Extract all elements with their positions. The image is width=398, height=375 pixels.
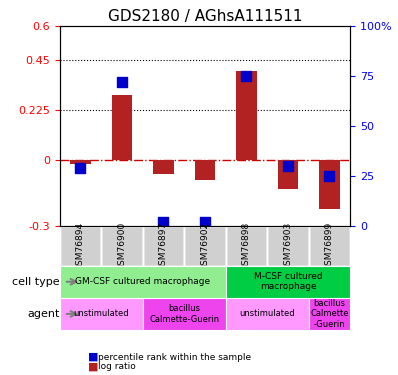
Text: agent: agent [27,309,60,319]
Text: GSM76903: GSM76903 [283,221,293,271]
Title: GDS2180 / AGhsA111511: GDS2180 / AGhsA111511 [108,9,302,24]
FancyBboxPatch shape [226,298,309,330]
Text: GSM76902: GSM76902 [201,222,209,271]
FancyBboxPatch shape [60,266,226,298]
Text: ■: ■ [88,361,98,371]
FancyBboxPatch shape [184,226,226,266]
Point [160,219,167,225]
FancyBboxPatch shape [226,226,267,266]
Bar [195,160,215,180]
Bar [153,160,174,174]
Text: unstimulated: unstimulated [73,309,129,318]
Point [285,164,291,170]
FancyBboxPatch shape [143,298,226,330]
Point [77,165,84,171]
Text: GSM76894: GSM76894 [76,222,85,271]
FancyBboxPatch shape [60,298,143,330]
Bar [319,160,340,209]
Text: GM-CSF cultured macrophage: GM-CSF cultured macrophage [75,277,210,286]
Text: GSM76897: GSM76897 [159,221,168,271]
Text: GSM76899: GSM76899 [325,221,334,271]
Point [119,79,125,85]
Text: percentile rank within the sample: percentile rank within the sample [98,353,251,362]
Bar [70,160,91,164]
Text: GSM76898: GSM76898 [242,221,251,271]
Text: unstimulated: unstimulated [240,309,295,318]
FancyBboxPatch shape [267,226,309,266]
Text: log ratio: log ratio [98,362,135,371]
FancyBboxPatch shape [60,226,101,266]
Text: bacillus
Calmette-Guerin: bacillus Calmette-Guerin [149,304,219,324]
Point [326,173,333,179]
Bar [111,95,132,160]
FancyBboxPatch shape [101,226,143,266]
Text: ■: ■ [88,352,98,362]
Text: M-CSF cultured
macrophage: M-CSF cultured macrophage [254,272,322,291]
Point [202,219,208,225]
Bar [236,71,257,160]
FancyBboxPatch shape [143,226,184,266]
Text: bacillus
Calmette
-Guerin: bacillus Calmette -Guerin [310,299,349,329]
FancyBboxPatch shape [309,298,350,330]
Text: cell type: cell type [12,277,60,287]
Point [243,73,250,79]
FancyBboxPatch shape [226,266,350,298]
Text: GSM76900: GSM76900 [117,221,127,271]
FancyBboxPatch shape [309,226,350,266]
Bar [278,160,298,189]
